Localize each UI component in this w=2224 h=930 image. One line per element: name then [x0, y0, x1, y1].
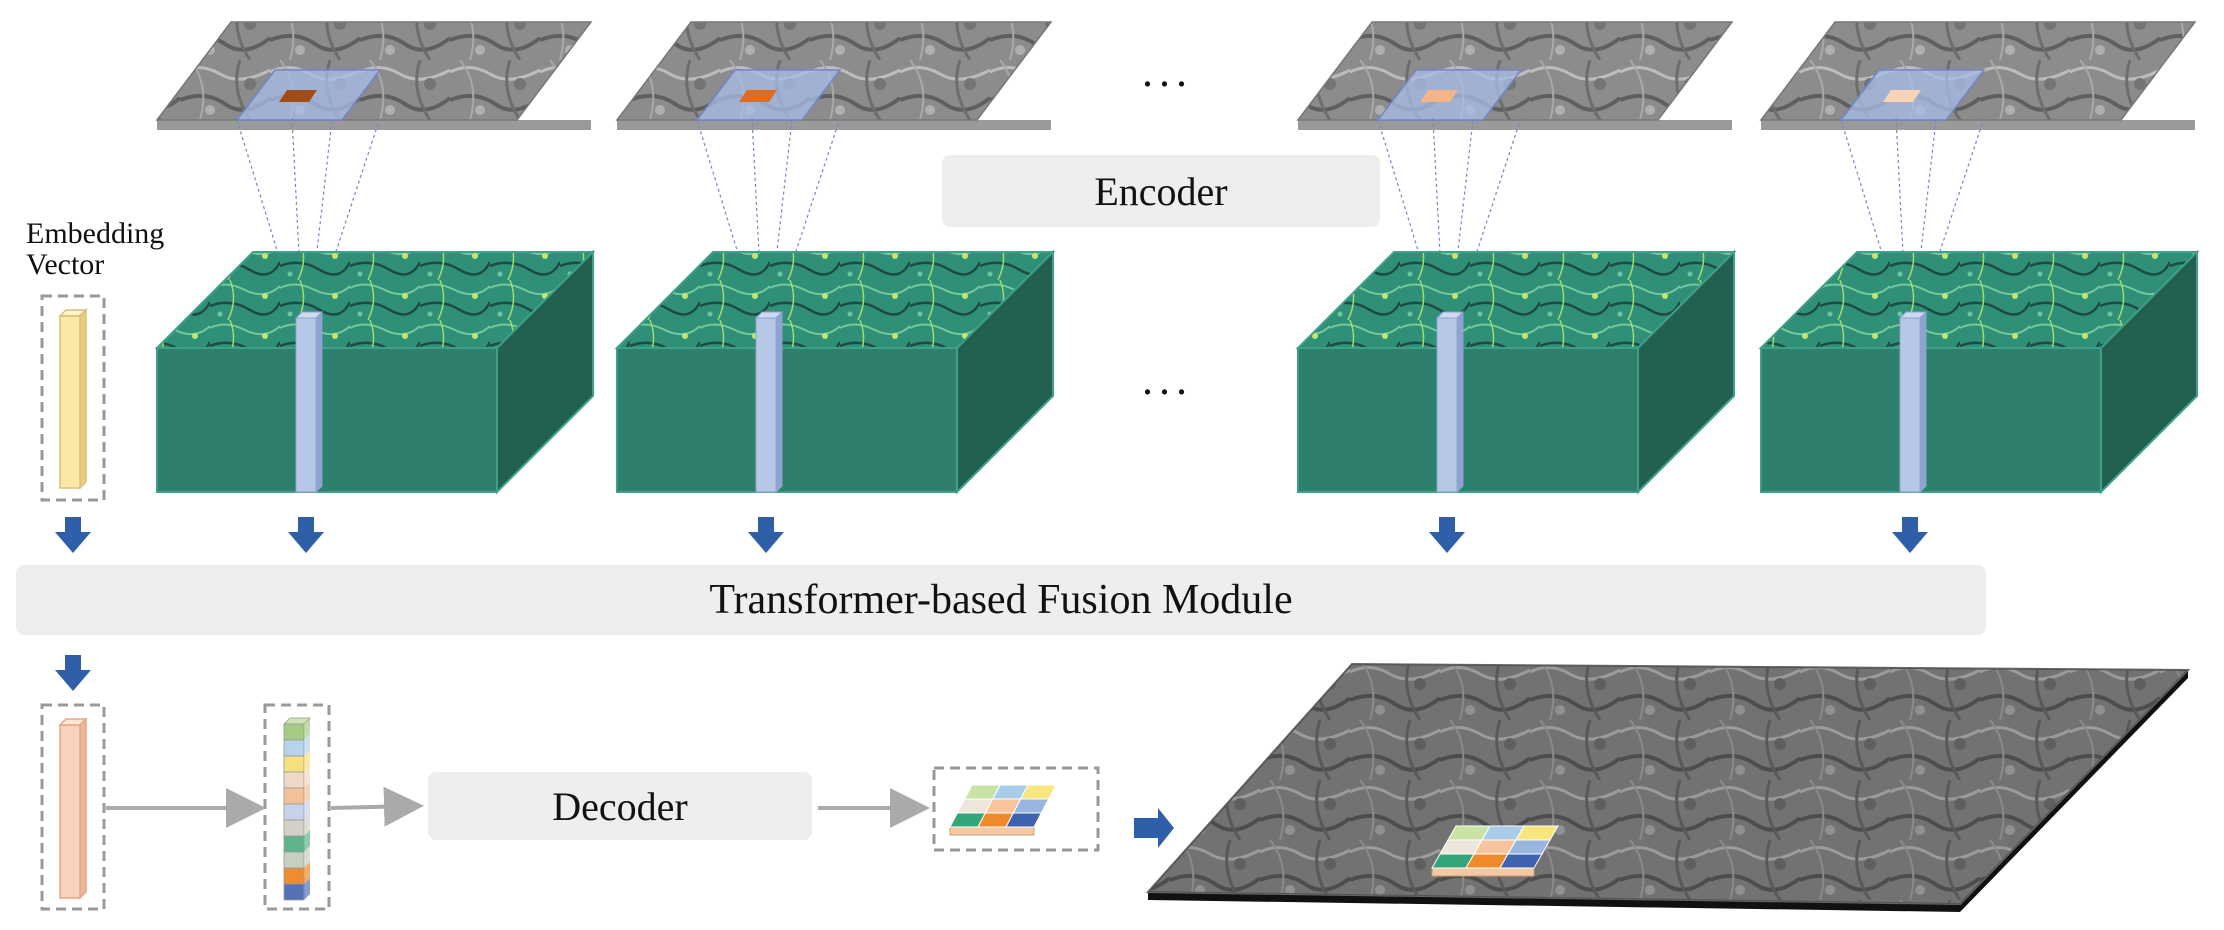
decoder-flow-arrows [106, 786, 930, 828]
embedding-vector-side [79, 308, 87, 490]
token-cell-side [304, 862, 310, 884]
slice-edge [157, 120, 591, 130]
output-patch [932, 766, 1100, 852]
map-patch-cell [1507, 839, 1551, 855]
map-patch-cell [1499, 853, 1543, 869]
projection-line [309, 119, 333, 313]
token-cell-side [304, 846, 310, 868]
projection-line [769, 119, 793, 313]
token-cell [283, 883, 305, 901]
embedding-label-line2: Vector [26, 248, 105, 281]
blue-right-arrow [1134, 808, 1174, 848]
ellipsis-middle: ... [1142, 355, 1193, 404]
fusion-module-label: Transformer-based Fusion Module [709, 577, 1293, 623]
highlighted-patch [1883, 90, 1921, 102]
token-cell [283, 723, 305, 741]
feature-column-side [315, 310, 323, 494]
feature-column-side [1919, 310, 1927, 494]
encoder-feature-volumes [154, 249, 2200, 495]
output-patch-edge [949, 826, 1035, 836]
token-cell [283, 771, 305, 789]
slice-edge [1761, 120, 2195, 130]
token-cell [283, 787, 305, 805]
token-cell [283, 867, 305, 885]
projection-line [751, 117, 763, 313]
token-cell-side [304, 798, 310, 820]
decoder-input-side [79, 717, 87, 900]
token-cell [283, 851, 305, 869]
token-cell [283, 835, 305, 853]
decoder-input-dashed-box [40, 703, 106, 911]
projection-line [1450, 119, 1474, 313]
down-arrow [748, 517, 784, 553]
decoder-input-vector [40, 703, 106, 911]
down-arrow [1892, 517, 1928, 553]
volume-front-face [156, 347, 498, 493]
decoder-label: Decoder [552, 783, 688, 829]
volume-front-face [1760, 347, 2102, 493]
embedding-vector-front [59, 315, 81, 489]
map-patch-edge [1431, 867, 1535, 877]
ellipsis-top: ... [1142, 47, 1193, 96]
output-map [1145, 662, 2191, 912]
token-cell-side [304, 750, 310, 772]
feature-column [1436, 317, 1458, 493]
token-cell [283, 803, 305, 821]
token-cell-side [304, 734, 310, 756]
highlighted-patch [739, 90, 777, 102]
input-image-slices [155, 21, 2197, 313]
highlighted-patch [1420, 90, 1458, 102]
token-cell-side [304, 814, 310, 836]
fusion-module-box: Transformer-based Fusion Module [16, 565, 1986, 635]
volume-front-face [1297, 347, 1639, 493]
encoder-label-box: Encoder [942, 155, 1380, 227]
feature-column-side [1456, 310, 1464, 494]
down-arrow [288, 517, 324, 553]
output-patch-cell [1005, 812, 1043, 828]
embedding-vector-dashed-box [40, 294, 106, 502]
arrow-tokens-to-decoder [330, 786, 424, 827]
embedding-vector-label: Embedding Vector [26, 218, 164, 280]
token-cell-side [304, 766, 310, 788]
embedding-label-line1: Embedding [26, 217, 165, 250]
down-arrow [55, 517, 91, 553]
projection-line [1913, 119, 1937, 313]
slice-edge [1298, 120, 1732, 130]
slice-edge [617, 120, 1051, 130]
token-stack [263, 703, 331, 911]
embedding-vector [40, 294, 106, 502]
projection-line [1432, 117, 1444, 313]
token-cell-side [304, 830, 310, 852]
volume-front-face [616, 347, 958, 493]
token-cell-side [304, 782, 310, 804]
output-map-surface [1145, 662, 2191, 906]
down-arrows [55, 517, 1928, 691]
output-patch-dashed-box [932, 766, 1100, 852]
decoder-input-front [59, 724, 81, 899]
down-arrow [1429, 517, 1465, 553]
map-patch-cell [1515, 825, 1559, 841]
encoder-label: Encoder [1094, 168, 1228, 214]
feature-column [755, 317, 777, 493]
projection-line [291, 117, 303, 313]
feature-column-side [775, 310, 783, 494]
output-arrow [1134, 808, 1174, 848]
feature-column [1899, 317, 1921, 493]
highlighted-patch [279, 90, 317, 102]
down-arrow [55, 655, 91, 691]
token-cell-side [304, 878, 310, 900]
token-cell [283, 819, 305, 837]
token-cell [283, 739, 305, 757]
token-cell [283, 755, 305, 773]
projection-line [1895, 117, 1907, 313]
feature-column [295, 317, 317, 493]
token-cell-side [304, 718, 310, 740]
decoder-label-box: Decoder [428, 772, 812, 840]
